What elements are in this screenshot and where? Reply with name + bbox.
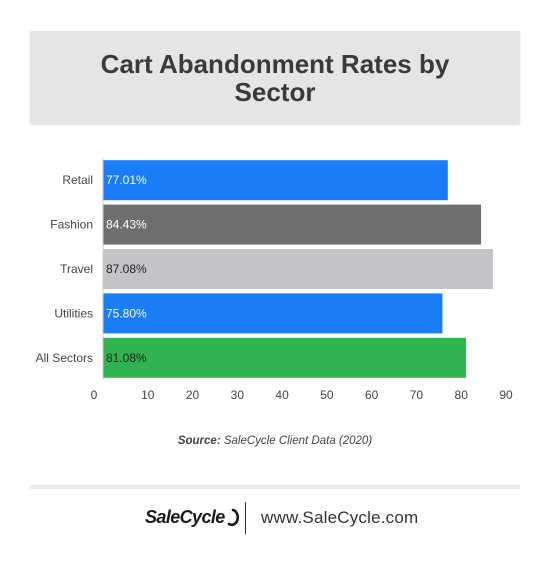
category-label: Fashion xyxy=(50,218,93,232)
bar xyxy=(103,160,448,201)
x-tick-label: 40 xyxy=(275,388,289,402)
logo-text: SaleCycle xyxy=(145,507,225,527)
bar xyxy=(103,249,493,289)
value-label: 77.01% xyxy=(106,173,147,187)
bar xyxy=(103,337,467,378)
value-label: 87.08% xyxy=(106,262,147,276)
category-label: Retail xyxy=(62,173,93,187)
x-tick-label: 20 xyxy=(186,388,200,402)
category-label: Utilities xyxy=(54,306,93,320)
source-prefix: Source: xyxy=(177,435,221,447)
category-label: All Sectors xyxy=(36,351,93,365)
x-tick-label: 60 xyxy=(365,388,379,402)
bar xyxy=(103,293,443,334)
bar xyxy=(103,204,482,245)
x-tick-label: 80 xyxy=(455,388,469,402)
x-tick-label: 0 xyxy=(91,388,98,402)
source-text: SaleCycle Client Data (2020) xyxy=(223,435,373,447)
title-box: Cart Abandonment Rates by Sector xyxy=(30,31,520,124)
source-note: Source: SaleCycle Client Data (2020) xyxy=(0,435,550,447)
footer: SaleCycle www.SaleCycle.com xyxy=(0,499,550,539)
chart-title: Cart Abandonment Rates by Sector xyxy=(100,48,450,107)
value-label: 84.43% xyxy=(106,218,147,232)
x-tick-label: 50 xyxy=(320,388,334,402)
logo-swirl-icon xyxy=(227,508,239,526)
footer-separator xyxy=(245,502,246,534)
website-link[interactable]: www.SaleCycle.com xyxy=(261,508,419,527)
x-tick-label: 90 xyxy=(499,388,513,402)
x-tick-label: 70 xyxy=(410,388,424,402)
divider xyxy=(30,485,520,489)
salecycle-logo: SaleCycle xyxy=(145,507,240,528)
value-label: 75.80% xyxy=(106,306,147,320)
bar-chart: Retail 77.01% Fashion 84.43% Travel 87.08% Uti… xyxy=(36,158,513,402)
x-tick-label: 30 xyxy=(231,388,245,402)
x-tick-label: 10 xyxy=(141,388,155,402)
value-label: 81.08% xyxy=(106,351,147,365)
category-label: Travel xyxy=(60,262,93,276)
